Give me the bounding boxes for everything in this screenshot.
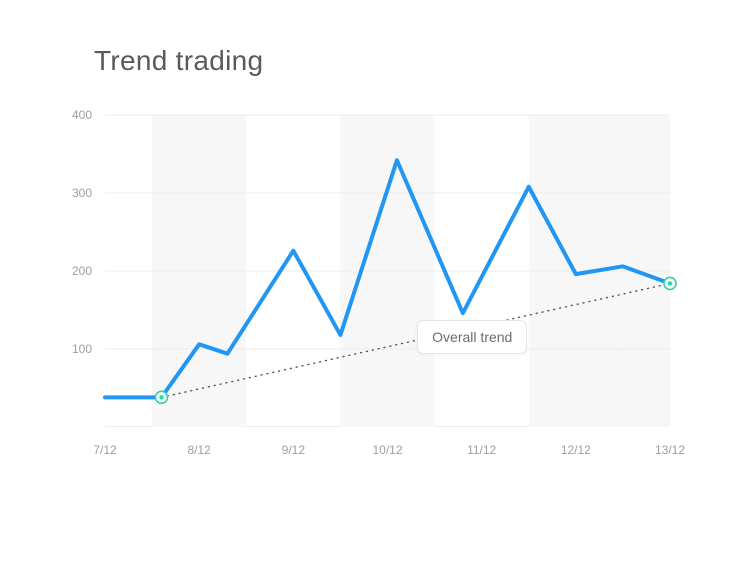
chart-container: 100200300400 Overall trend 7/128/129/121… xyxy=(60,115,680,490)
x-axis-label: 13/12 xyxy=(655,443,685,457)
y-axis-label: 300 xyxy=(72,186,92,200)
x-axis-label: 7/12 xyxy=(93,443,116,457)
x-axis-label: 12/12 xyxy=(561,443,591,457)
trend-end-marker-dot xyxy=(668,281,672,285)
chart-title: Trend trading xyxy=(94,45,263,77)
x-axis-label: 9/12 xyxy=(282,443,305,457)
trend-start-marker-dot xyxy=(159,395,163,399)
y-axis-label: 200 xyxy=(72,264,92,278)
x-axis-label: 11/12 xyxy=(467,443,496,457)
x-axis-label: 8/12 xyxy=(187,443,210,457)
y-axis-label: 100 xyxy=(72,342,92,356)
trend-tooltip: Overall trend xyxy=(417,320,527,354)
y-axis-label: 400 xyxy=(72,108,92,122)
trend-tooltip-label: Overall trend xyxy=(432,329,512,345)
plot-area: Overall trend xyxy=(105,115,670,427)
x-axis-label: 10/12 xyxy=(372,443,402,457)
chart-svg xyxy=(105,115,670,427)
